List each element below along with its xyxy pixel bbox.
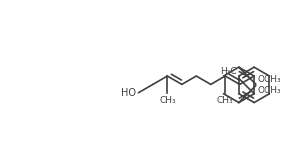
Text: HO: HO — [120, 88, 136, 98]
Text: OCH₃: OCH₃ — [258, 75, 281, 84]
Text: H₃C: H₃C — [220, 67, 237, 76]
Text: CH₃: CH₃ — [159, 96, 176, 105]
Text: CH₃: CH₃ — [217, 96, 233, 105]
Text: OCH₃: OCH₃ — [258, 86, 281, 95]
